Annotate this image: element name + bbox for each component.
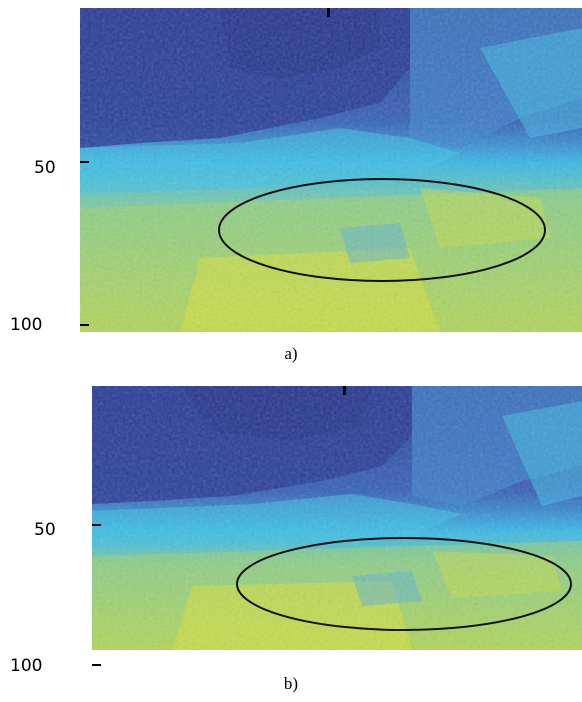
heatmap-b-image	[92, 386, 582, 650]
y-tick-label-100-b: 100	[10, 656, 43, 676]
top-tick-b	[343, 386, 346, 395]
top-tick-a	[327, 8, 330, 17]
y-tick-mark-50-a	[80, 161, 89, 163]
y-tick-label-50-b: 50	[34, 520, 56, 540]
y-tick-mark-100-a	[80, 324, 89, 326]
y-tick-label-100-a: 100	[10, 315, 43, 335]
y-tick-mark-50-b	[92, 524, 101, 526]
contour-ellipse-a	[218, 178, 546, 282]
heatmap-a	[80, 8, 582, 332]
heatmap-b	[92, 386, 582, 650]
heatmap-a-image	[80, 8, 582, 332]
y-tick-label-50-a: 50	[34, 158, 56, 178]
contour-ellipse-b	[236, 537, 572, 631]
y-tick-mark-100-b	[92, 664, 101, 666]
caption-a: a)	[284, 344, 298, 363]
caption-b: b)	[283, 674, 299, 693]
